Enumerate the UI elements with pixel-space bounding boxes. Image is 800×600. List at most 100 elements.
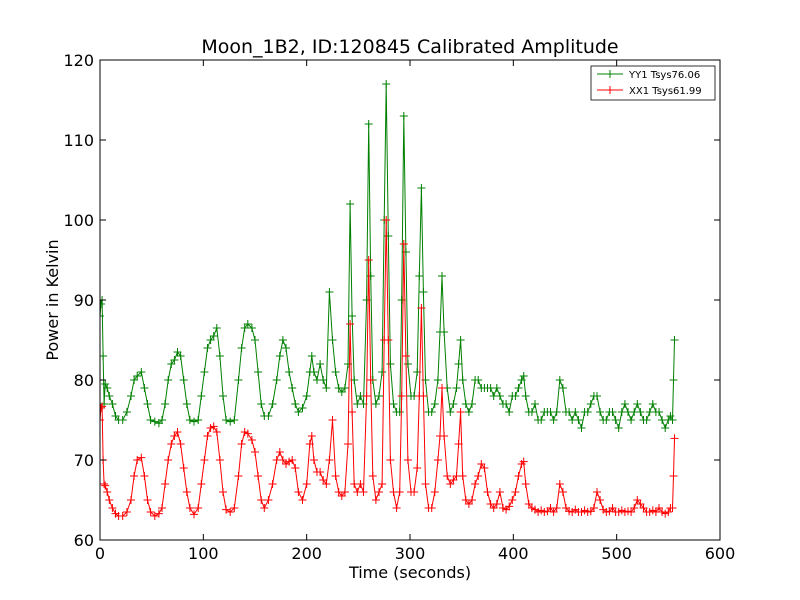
data-point-marker — [577, 424, 586, 432]
data-point-marker — [454, 440, 463, 448]
legend-marker-xx1 — [606, 86, 614, 94]
data-point-marker — [642, 416, 651, 424]
data-point-marker — [555, 376, 564, 384]
data-point-marker — [319, 376, 328, 384]
data-point-marker — [222, 505, 231, 514]
data-point-marker — [589, 504, 598, 512]
data-point-marker — [521, 480, 530, 488]
data-point-marker — [272, 376, 281, 384]
data-point-marker — [100, 416, 104, 424]
data-point-marker — [346, 200, 355, 208]
data-point-marker — [586, 400, 595, 408]
data-point-marker — [305, 440, 314, 448]
data-point-marker — [614, 424, 623, 432]
data-point-marker — [291, 400, 300, 408]
data-point-marker — [254, 472, 263, 480]
data-point-marker — [307, 352, 316, 360]
data-point-marker — [190, 417, 198, 426]
data-point-marker — [627, 416, 636, 424]
data-point-marker — [219, 392, 227, 400]
data-point-marker — [158, 416, 166, 424]
data-point-marker — [302, 392, 311, 400]
data-point-marker — [257, 496, 266, 504]
data-point-marker — [531, 400, 539, 408]
data-point-marker — [514, 384, 523, 392]
data-point-marker — [368, 472, 377, 480]
data-point-marker — [322, 384, 331, 392]
data-point-marker — [200, 368, 209, 376]
data-point-marker — [140, 384, 149, 392]
data-point-marker — [430, 488, 439, 496]
data-point-marker — [309, 456, 318, 464]
data-point-marker — [197, 392, 206, 400]
data-point-marker — [456, 408, 465, 416]
data-point-marker — [364, 256, 373, 264]
data-point-marker — [456, 336, 465, 344]
y-tick-label: 80 — [74, 371, 94, 390]
data-point-marker — [282, 344, 290, 352]
data-point-marker — [298, 404, 307, 412]
data-point-marker — [173, 428, 182, 436]
data-point-marker — [285, 368, 294, 376]
data-point-marker — [433, 376, 442, 384]
data-point-marker — [419, 392, 428, 400]
data-point-marker — [215, 352, 224, 360]
data-point-marker — [234, 472, 243, 480]
data-point-marker — [464, 408, 473, 416]
data-point-marker — [552, 504, 561, 512]
data-point-marker — [527, 408, 536, 416]
data-point-marker — [386, 456, 395, 464]
data-point-marker — [257, 400, 266, 408]
data-point-marker — [176, 440, 185, 448]
data-point-marker — [443, 472, 452, 480]
data-point-marker — [664, 508, 673, 516]
data-point-marker — [130, 472, 139, 480]
data-point-marker — [328, 416, 337, 424]
x-tick-label: 200 — [291, 544, 322, 563]
data-point-marker — [415, 272, 424, 280]
data-point-marker — [359, 488, 368, 496]
data-point-marker — [179, 464, 188, 472]
data-point-marker — [105, 496, 114, 504]
data-point-marker — [440, 432, 449, 440]
data-point-marker — [143, 496, 152, 504]
data-point-marker — [669, 376, 678, 384]
data-point-marker — [364, 120, 373, 128]
data-point-marker — [291, 464, 300, 472]
data-point-marker — [636, 408, 645, 416]
data-point-marker — [137, 368, 146, 376]
data-point-marker — [366, 376, 375, 384]
data-point-marker — [275, 448, 284, 456]
data-point-marker — [215, 456, 224, 464]
data-point-marker — [340, 488, 349, 496]
data-point-marker — [666, 412, 675, 420]
data-point-marker — [348, 312, 357, 320]
data-point-marker — [574, 416, 583, 424]
x-tick-label: 500 — [601, 544, 632, 563]
data-point-marker — [458, 376, 467, 384]
data-point-marker — [243, 429, 252, 438]
data-point-marker — [182, 488, 191, 496]
data-point-marker — [505, 408, 514, 416]
data-point-marker — [438, 272, 446, 280]
data-point-marker — [143, 400, 152, 408]
data-point-marker — [226, 417, 235, 426]
data-point-marker — [294, 488, 303, 496]
data-point-marker — [247, 324, 256, 332]
data-point-marker — [164, 376, 173, 384]
data-point-marker — [495, 488, 504, 496]
data-point-marker — [150, 417, 159, 426]
y-tick-label: 120 — [63, 51, 94, 70]
data-point-marker — [309, 368, 318, 376]
data-point-marker — [558, 384, 567, 392]
data-point-marker — [288, 456, 297, 464]
data-point-marker — [137, 453, 146, 462]
data-point-marker — [555, 480, 564, 488]
data-point-marker — [655, 408, 663, 416]
data-point-marker — [371, 496, 380, 504]
data-point-marker — [495, 392, 504, 400]
data-point-marker — [251, 448, 259, 456]
data-point-marker — [620, 400, 629, 408]
x-tick-label: 0 — [95, 544, 105, 563]
data-point-marker — [483, 488, 492, 496]
